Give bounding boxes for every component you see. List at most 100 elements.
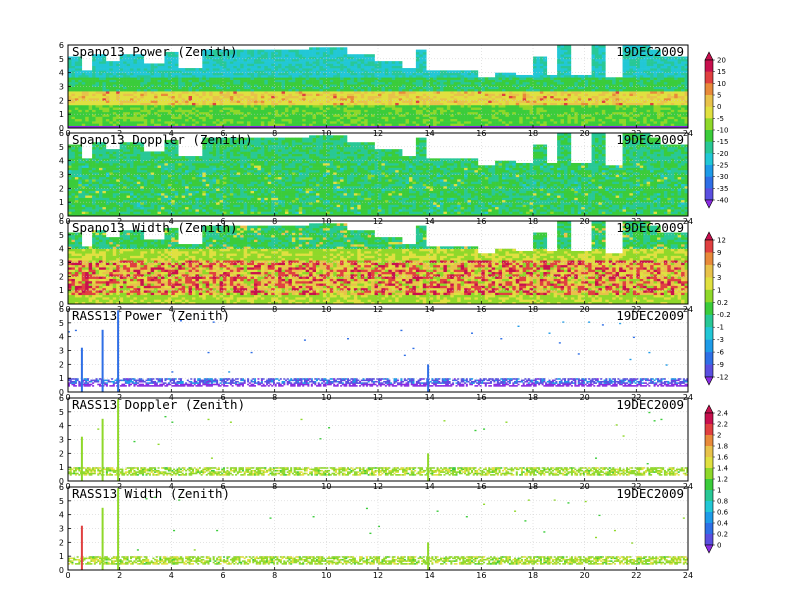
panel-date: 19DEC2009 [616, 308, 684, 323]
y-tick-label: 6 [59, 129, 64, 138]
colorbar-label: -40 [717, 197, 728, 205]
y-tick-label: 1 [59, 374, 64, 383]
colorbar-label: 1 [717, 286, 721, 294]
y-tick-label: 4 [59, 69, 64, 78]
colorbar-label: 1.2 [717, 476, 728, 484]
colorbar-swatch [705, 523, 713, 535]
panel-title: RASS13 Doppler (Zenith) [72, 397, 245, 412]
y-tick-label: 3 [59, 171, 64, 180]
x-tick-label: 24 [683, 571, 693, 580]
y-tick-label: 6 [59, 305, 64, 314]
colorbar-label: 0.4 [717, 520, 729, 528]
colorbar-swatch [705, 176, 713, 189]
colorbar-label: 2.4 [717, 410, 729, 418]
colorbar-label: -15 [717, 138, 728, 146]
x-tick-label: 22 [631, 571, 641, 580]
colorbar-label: 2.2 [717, 421, 728, 429]
x-tick-label: 20 [580, 571, 590, 580]
grid [68, 45, 688, 128]
colorbar-label: -0.2 [717, 311, 731, 319]
panel-date: 19DEC2009 [616, 220, 684, 235]
grid [68, 221, 688, 304]
colorbar-rass: 2.4 2.2 2 1.8 1.6 1.4 1.2 1 0.8 0.6 0.4 0.2 0 [704, 404, 729, 554]
colorbar-label: 5 [717, 92, 721, 100]
colorbar-swatch [705, 468, 713, 480]
y-tick-label: 5 [59, 143, 64, 152]
colorbar-arrow-bottom [704, 199, 714, 209]
y-tick-label: 2 [59, 360, 64, 369]
colorbar-label: 3 [717, 274, 721, 282]
colorbar-swatch [705, 83, 713, 96]
y-tick-label: 1 [59, 286, 64, 295]
y-tick-label: 0 [59, 124, 64, 133]
colorbar-swatch [705, 327, 713, 340]
colorbar-label: 1.4 [717, 465, 729, 473]
heatmap-cells [68, 399, 689, 482]
colorbar-swatch [705, 71, 713, 84]
heatmap-cells [68, 45, 689, 129]
x-tick-label: 4 [169, 571, 174, 580]
colorbar-label: 0 [717, 542, 721, 550]
colorbar-label: 0.8 [717, 498, 728, 506]
panel-date: 19DEC2009 [616, 44, 684, 59]
colorbar-label: 10 [717, 80, 726, 88]
colorbar-swatch [705, 490, 713, 502]
heatmap-cells [68, 133, 689, 217]
colorbar-swatch [705, 534, 713, 546]
heatmap-cells [68, 221, 689, 305]
x-tick-label: 10 [321, 571, 331, 580]
y-tick-label: 5 [59, 497, 64, 506]
x-tick-label: 14 [425, 571, 435, 580]
panel-title: Spano13 Power (Zenith) [72, 44, 238, 59]
x-tick-label: 6 [220, 571, 225, 580]
colorbar-power: 20 15 10 5 0 -5 -10 -15 -20 -25 -30 -35 -40 [704, 51, 728, 209]
colorbar-label: -3 [717, 336, 724, 344]
y-tick-label: 0 [59, 566, 64, 575]
panel-title: Spano13 Width (Zenith) [72, 220, 238, 235]
colorbar-arrow-top [704, 231, 714, 241]
y-tick-label: 5 [59, 319, 64, 328]
colorbar-label: -5 [717, 115, 724, 123]
colorbar-label: 0.2 [717, 299, 728, 307]
colorbar-label: -25 [717, 162, 728, 170]
colorbar-swatch [705, 424, 713, 436]
colorbar-swatch [705, 435, 713, 447]
grid [68, 398, 688, 481]
colorbar-swatch [705, 512, 713, 524]
panel-title: RASS13 Power (Zenith) [72, 308, 230, 323]
y-tick-label: 4 [59, 157, 64, 166]
colorbar-swatch [705, 302, 713, 316]
colorbar-swatch [705, 60, 713, 72]
panel-title: Spano13 Doppler (Zenith) [72, 132, 253, 147]
colorbar-swatch [705, 240, 713, 253]
colorbar-swatch [705, 252, 713, 266]
colorbar-label: 9 [717, 249, 721, 257]
colorbar-swatch [705, 264, 713, 278]
colorbar-label: 1 [717, 487, 721, 495]
panel-2: Spano13 Doppler (Zenith) 19DEC2009 0 1 2 3 4 5 6… [59, 129, 693, 226]
colorbar-swatch [705, 314, 713, 328]
colorbar-label: -12 [717, 374, 728, 382]
y-tick-label: 0 [59, 212, 64, 221]
y-tick-label: 3 [59, 259, 64, 268]
y-tick-label: 4 [59, 511, 64, 520]
colorbar-swatch [705, 339, 713, 353]
colorbar-swatch [705, 413, 713, 425]
panel-date: 19DEC2009 [616, 486, 684, 501]
colorbar-label: -20 [717, 150, 728, 158]
panel-5: RASS13 Doppler (Zenith) 19DEC200901234560… [59, 394, 693, 491]
grid [68, 309, 688, 392]
colorbar-label: -6 [717, 349, 725, 357]
y-tick-label: 2 [59, 96, 64, 105]
colorbar-label: 20 [717, 57, 726, 65]
x-tick-label: 18 [528, 571, 538, 580]
colorbar-swatch [705, 501, 713, 513]
colorbar-swatch [705, 364, 713, 378]
colorbar-swatch [705, 277, 713, 291]
colorbar-swatch [705, 153, 713, 166]
colorbar-swatch [705, 457, 713, 469]
